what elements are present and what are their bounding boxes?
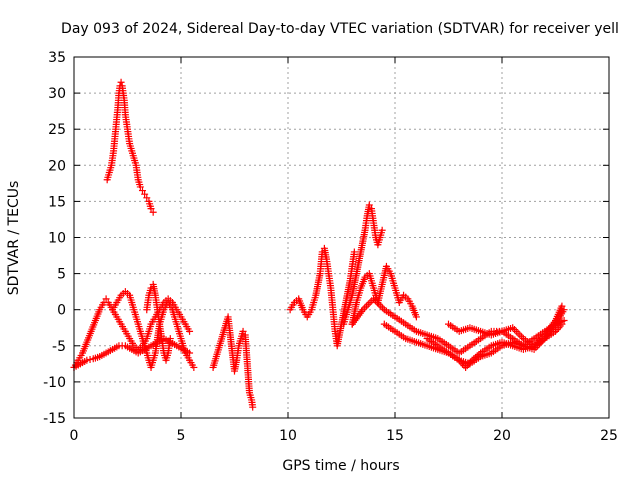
data-point-marker bbox=[510, 326, 518, 334]
y-tick-label: 10 bbox=[48, 231, 66, 247]
data-point-marker bbox=[412, 313, 420, 321]
data-point-marker bbox=[86, 356, 94, 364]
y-tick-label: 15 bbox=[48, 194, 66, 210]
data-point-marker bbox=[117, 78, 125, 86]
data-point-marker bbox=[141, 190, 149, 198]
data-point-marker bbox=[186, 327, 194, 335]
x-axis-label: GPS time / hours bbox=[282, 458, 399, 474]
y-tick-label: -10 bbox=[43, 375, 66, 391]
data-point-marker bbox=[518, 333, 526, 341]
data-point-marker bbox=[350, 248, 358, 256]
data-point-marker bbox=[361, 304, 369, 312]
series-track-2 bbox=[70, 295, 194, 371]
data-point-marker bbox=[362, 302, 370, 310]
series-track-13 bbox=[445, 302, 566, 350]
data-point-marker bbox=[379, 304, 387, 312]
data-point-marker bbox=[166, 335, 174, 343]
data-point-marker bbox=[375, 300, 383, 308]
data-point-marker bbox=[102, 295, 110, 303]
x-tick-label: 20 bbox=[493, 428, 511, 444]
grid bbox=[74, 57, 609, 418]
data-point-marker bbox=[366, 298, 374, 306]
data-point-marker bbox=[149, 208, 157, 216]
series-track-1 bbox=[103, 78, 157, 216]
data-point-marker bbox=[514, 329, 522, 337]
y-tick-label: 5 bbox=[57, 267, 66, 283]
y-tick-label: 20 bbox=[48, 158, 66, 174]
series-track-8 bbox=[340, 201, 386, 328]
axis-ticks: 0 5 10 15 20 25 -15 -10 -5 0 5 10 15 20 25 30 35 bbox=[43, 50, 618, 444]
series-track-12 bbox=[423, 320, 566, 371]
x-tick-label: 10 bbox=[279, 428, 297, 444]
data-point-marker bbox=[138, 187, 146, 195]
y-tick-label: 30 bbox=[48, 86, 66, 102]
data-point-marker bbox=[558, 302, 566, 310]
data-point-marker bbox=[239, 327, 247, 335]
series-track-6 bbox=[209, 313, 257, 411]
data-point-marker bbox=[516, 331, 524, 339]
y-tick-label: 0 bbox=[57, 303, 66, 319]
data-point-marker bbox=[190, 363, 198, 371]
data-point-marker bbox=[364, 300, 372, 308]
x-tick-label: 15 bbox=[386, 428, 404, 444]
y-tick-label: 35 bbox=[48, 50, 66, 66]
x-tick-label: 0 bbox=[70, 428, 79, 444]
data-point-marker bbox=[83, 356, 91, 364]
y-tick-label: 25 bbox=[48, 122, 66, 138]
data-point-marker bbox=[558, 320, 566, 328]
y-tick-label: -5 bbox=[52, 339, 66, 355]
data-point-marker bbox=[147, 205, 155, 213]
data-point-marker bbox=[143, 194, 151, 202]
series-track-7 bbox=[286, 244, 358, 350]
data-point-marker bbox=[475, 350, 483, 358]
data-point-marker bbox=[249, 403, 257, 411]
data-point-marker bbox=[365, 201, 373, 209]
data-point-marker bbox=[560, 317, 568, 325]
y-axis-label: SDTVAR / TECUs bbox=[6, 181, 22, 296]
data-point-marker bbox=[136, 183, 144, 191]
data-point-marker bbox=[378, 226, 386, 234]
y-tick-label: -15 bbox=[43, 411, 66, 427]
series-track-5 bbox=[143, 280, 174, 364]
x-tick-label: 25 bbox=[600, 428, 618, 444]
chart-title: Day 093 of 2024, Sidereal Day-to-day VTE… bbox=[61, 21, 619, 37]
x-tick-label: 5 bbox=[177, 428, 186, 444]
data-marks bbox=[70, 78, 568, 411]
